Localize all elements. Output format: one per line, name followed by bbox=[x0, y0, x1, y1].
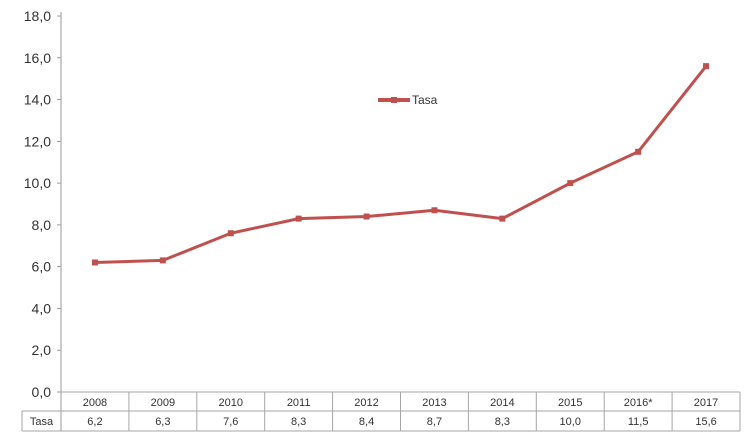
data-point bbox=[635, 148, 642, 155]
data-point bbox=[363, 213, 370, 220]
table-value: 8,3 bbox=[291, 416, 306, 428]
data-point bbox=[91, 259, 98, 266]
table-value: 7,6 bbox=[223, 416, 238, 428]
category-label: 2017 bbox=[694, 397, 718, 409]
table-value: 8,7 bbox=[427, 416, 442, 428]
category-label: 2012 bbox=[354, 397, 378, 409]
legend: Tasa bbox=[378, 93, 438, 107]
data-table: 2008 2009 2010 2011 2012 2013 2014 2015 2016* 201… bbox=[21, 391, 741, 432]
table-value: 6,3 bbox=[155, 416, 170, 428]
table-value: 15,6 bbox=[695, 416, 716, 428]
table-value: 6,2 bbox=[87, 416, 102, 428]
y-tick-label: 0,0 bbox=[32, 384, 52, 400]
legend-label: Tasa bbox=[412, 93, 438, 107]
data-point bbox=[499, 215, 506, 222]
y-tick-label: 16,0 bbox=[24, 50, 51, 66]
category-label: 2015 bbox=[558, 397, 582, 409]
data-point bbox=[703, 63, 710, 70]
table-row-header: Tasa bbox=[30, 416, 54, 428]
y-tick-label: 8,0 bbox=[32, 217, 52, 233]
data-point bbox=[567, 180, 574, 187]
category-label: 2016* bbox=[624, 397, 653, 409]
y-tick-label: 10,0 bbox=[24, 175, 51, 191]
category-label: 2010 bbox=[219, 397, 243, 409]
category-label: 2013 bbox=[422, 397, 446, 409]
y-tick-label: 6,0 bbox=[32, 259, 52, 275]
data-point bbox=[227, 230, 234, 237]
category-label: 2014 bbox=[490, 397, 514, 409]
y-tick-label: 14,0 bbox=[24, 92, 51, 108]
table-value: 8,4 bbox=[359, 416, 374, 428]
table-value: 8,3 bbox=[495, 416, 510, 428]
y-tick-label: 4,0 bbox=[32, 300, 52, 316]
table-value: 11,5 bbox=[628, 416, 649, 428]
y-tick-label: 12,0 bbox=[24, 133, 51, 149]
category-label: 2009 bbox=[151, 397, 175, 409]
legend-marker-swatch bbox=[391, 97, 397, 103]
table-value: 10,0 bbox=[560, 416, 581, 428]
category-label: 2011 bbox=[287, 397, 311, 409]
y-tick-label: 2,0 bbox=[32, 342, 52, 358]
y-axis: 0,0 2,0 4,0 6,0 8,0 10,0 12,0 14,0 16,0 18,0 bbox=[24, 8, 62, 431]
data-point bbox=[431, 207, 438, 214]
data-point bbox=[295, 215, 302, 222]
series-line-tasa bbox=[94, 65, 708, 264]
plot-area bbox=[91, 63, 710, 266]
data-point bbox=[159, 257, 166, 264]
y-tick-label: 18,0 bbox=[24, 8, 51, 24]
category-label: 2008 bbox=[83, 397, 107, 409]
